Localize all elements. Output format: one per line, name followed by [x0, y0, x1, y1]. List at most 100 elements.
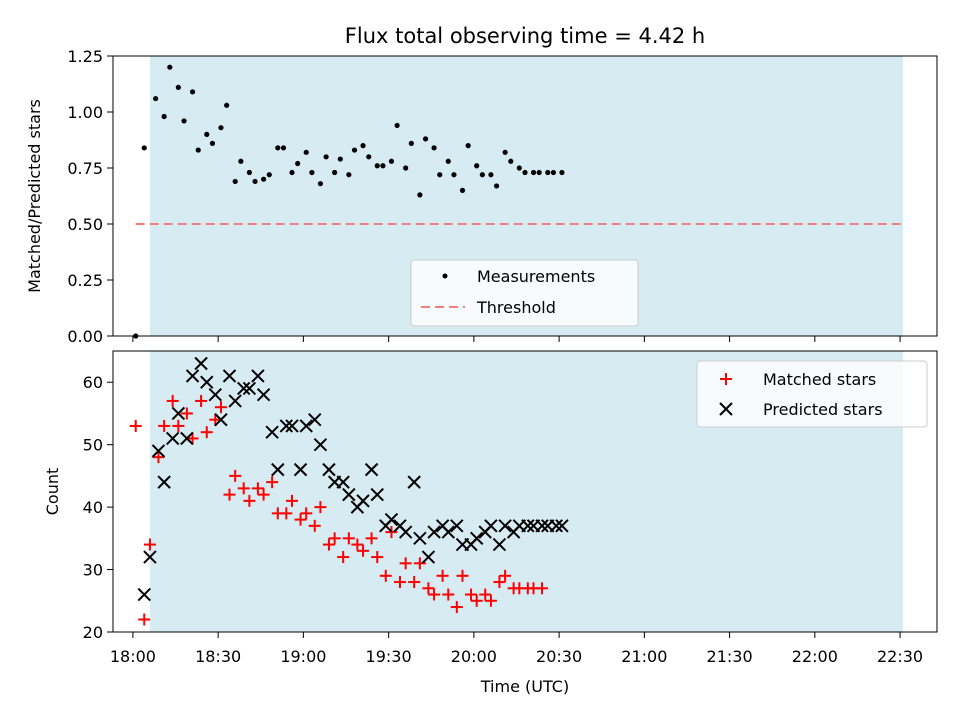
- measurement-point: [516, 165, 522, 171]
- measurement-point: [238, 158, 244, 164]
- predicted-star-marker: [185, 369, 200, 383]
- bottom-y-axis-label: Count: [43, 468, 62, 516]
- bottom-panel: 20 30 40 50 60 18:00 18:30 19:00 19:30 20:00 20:3…: [43, 350, 938, 696]
- legend-threshold-label: Threshold: [476, 298, 556, 317]
- measurement-point: [417, 192, 423, 198]
- matched-star-marker: [484, 594, 497, 607]
- predicted-star-marker: [384, 512, 399, 527]
- measurement-point: [431, 145, 437, 151]
- measurement-point: [275, 145, 281, 151]
- predicted-star-marker: [265, 425, 279, 439]
- predicted-star-marker: [313, 437, 328, 452]
- matched-star-markers: [129, 394, 549, 626]
- matched-star-marker: [166, 394, 179, 407]
- measurement-point: [332, 169, 338, 176]
- predicted-star-marker: [535, 519, 549, 533]
- measurement-point: [536, 169, 542, 176]
- top-y-axis-label: Matched/Predicted stars: [25, 99, 44, 293]
- measurement-point: [366, 154, 372, 160]
- x-tick-label: 20:00: [451, 647, 497, 666]
- measurement-point: [508, 158, 514, 164]
- bottom-y-ticks: 20 30 40 50 60: [83, 373, 113, 642]
- legend-predicted-label: Predicted stars: [763, 400, 883, 419]
- measurement-point: [479, 172, 485, 178]
- matched-star-marker: [180, 407, 193, 420]
- predicted-star-marker: [222, 369, 237, 383]
- top-y-tick-label: 0.25: [67, 271, 103, 290]
- matched-star-marker: [465, 588, 478, 601]
- matched-star-marker: [223, 488, 236, 501]
- measurement-point: [351, 147, 358, 153]
- matched-star-marker: [195, 394, 208, 407]
- predicted-star-marker: [242, 381, 257, 396]
- matched-star-marker: [393, 576, 406, 589]
- measurement-point: [317, 181, 324, 187]
- matched-star-marker: [422, 582, 435, 595]
- measurement-point: [252, 178, 258, 185]
- bottom-x-ticks: 18:00 18:30 19:00 19:30 20:00 20:30 21:00 21:30…: [110, 632, 923, 666]
- measurement-point: [295, 160, 301, 167]
- predicted-star-marker: [370, 487, 384, 502]
- predicted-star-marker: [151, 444, 166, 458]
- matched-star-marker: [243, 494, 256, 507]
- measurement-point: [303, 149, 309, 155]
- measurement-point: [522, 169, 528, 176]
- matched-star-marker: [314, 501, 327, 514]
- predicted-star-marker: [251, 369, 265, 383]
- matched-star-marker: [342, 532, 355, 545]
- predicted-star-marker: [549, 519, 563, 533]
- matched-star-marker: [328, 532, 341, 545]
- measurement-point: [474, 163, 480, 169]
- predicted-star-marker: [165, 431, 180, 446]
- measurement-point: [502, 149, 508, 155]
- matched-star-marker: [371, 551, 384, 564]
- matched-star-marker: [379, 569, 392, 582]
- measurement-point: [153, 95, 159, 102]
- predicted-star-marker: [427, 525, 441, 539]
- matched-star-marker: [413, 557, 426, 570]
- predicted-star-marker: [413, 531, 427, 546]
- measurement-point: [309, 169, 315, 176]
- x-tick-label: 18:00: [110, 647, 156, 666]
- measurement-point: [437, 172, 443, 178]
- top-panel: 0.00 0.25 0.50 0.75 1.00 1.25 Matched/Predict…: [25, 47, 938, 346]
- matched-star-marker: [229, 469, 242, 482]
- legend-measurements-label: Measurements: [477, 267, 595, 286]
- measurement-point: [204, 131, 210, 137]
- x-axis-label: Time (UTC): [480, 677, 569, 696]
- legend-measurement-marker: [442, 273, 448, 279]
- x-tick-label: 21:30: [707, 647, 753, 666]
- predicted-star-marker: [498, 519, 512, 533]
- measurement-point: [337, 156, 343, 162]
- x-tick-label: 21:00: [621, 647, 667, 666]
- measurement-point: [346, 172, 352, 178]
- predicted-star-marker: [356, 494, 370, 508]
- predicted-star-marker: [157, 475, 171, 489]
- matched-star-marker: [308, 519, 321, 532]
- bottom-y-tick-label: 20: [83, 623, 103, 642]
- predicted-star-marker: [194, 356, 208, 371]
- predicted-star-marker: [398, 525, 413, 539]
- measurement-point: [380, 163, 386, 169]
- measurement-point: [360, 143, 366, 149]
- measurement-points: [133, 64, 565, 339]
- predicted-star-marker: [492, 537, 507, 552]
- measurement-point: [408, 140, 414, 146]
- predicted-star-marker: [322, 462, 336, 477]
- matched-star-marker: [158, 419, 171, 432]
- bottom-y-tick-label: 40: [83, 498, 103, 517]
- legend-matched-label: Matched stars: [763, 370, 876, 389]
- measurement-point: [394, 122, 400, 129]
- matched-star-marker: [337, 551, 350, 564]
- matched-star-marker: [436, 569, 449, 582]
- matched-star-marker: [294, 513, 307, 526]
- legend-matched-marker: [720, 373, 732, 385]
- measurement-point: [530, 169, 537, 176]
- bottom-y-tick-label: 50: [83, 436, 103, 455]
- matched-star-marker: [322, 538, 335, 551]
- matched-star-marker: [200, 426, 213, 439]
- matched-star-marker: [300, 507, 313, 520]
- matched-star-marker: [456, 569, 469, 582]
- matched-star-marker: [186, 432, 199, 445]
